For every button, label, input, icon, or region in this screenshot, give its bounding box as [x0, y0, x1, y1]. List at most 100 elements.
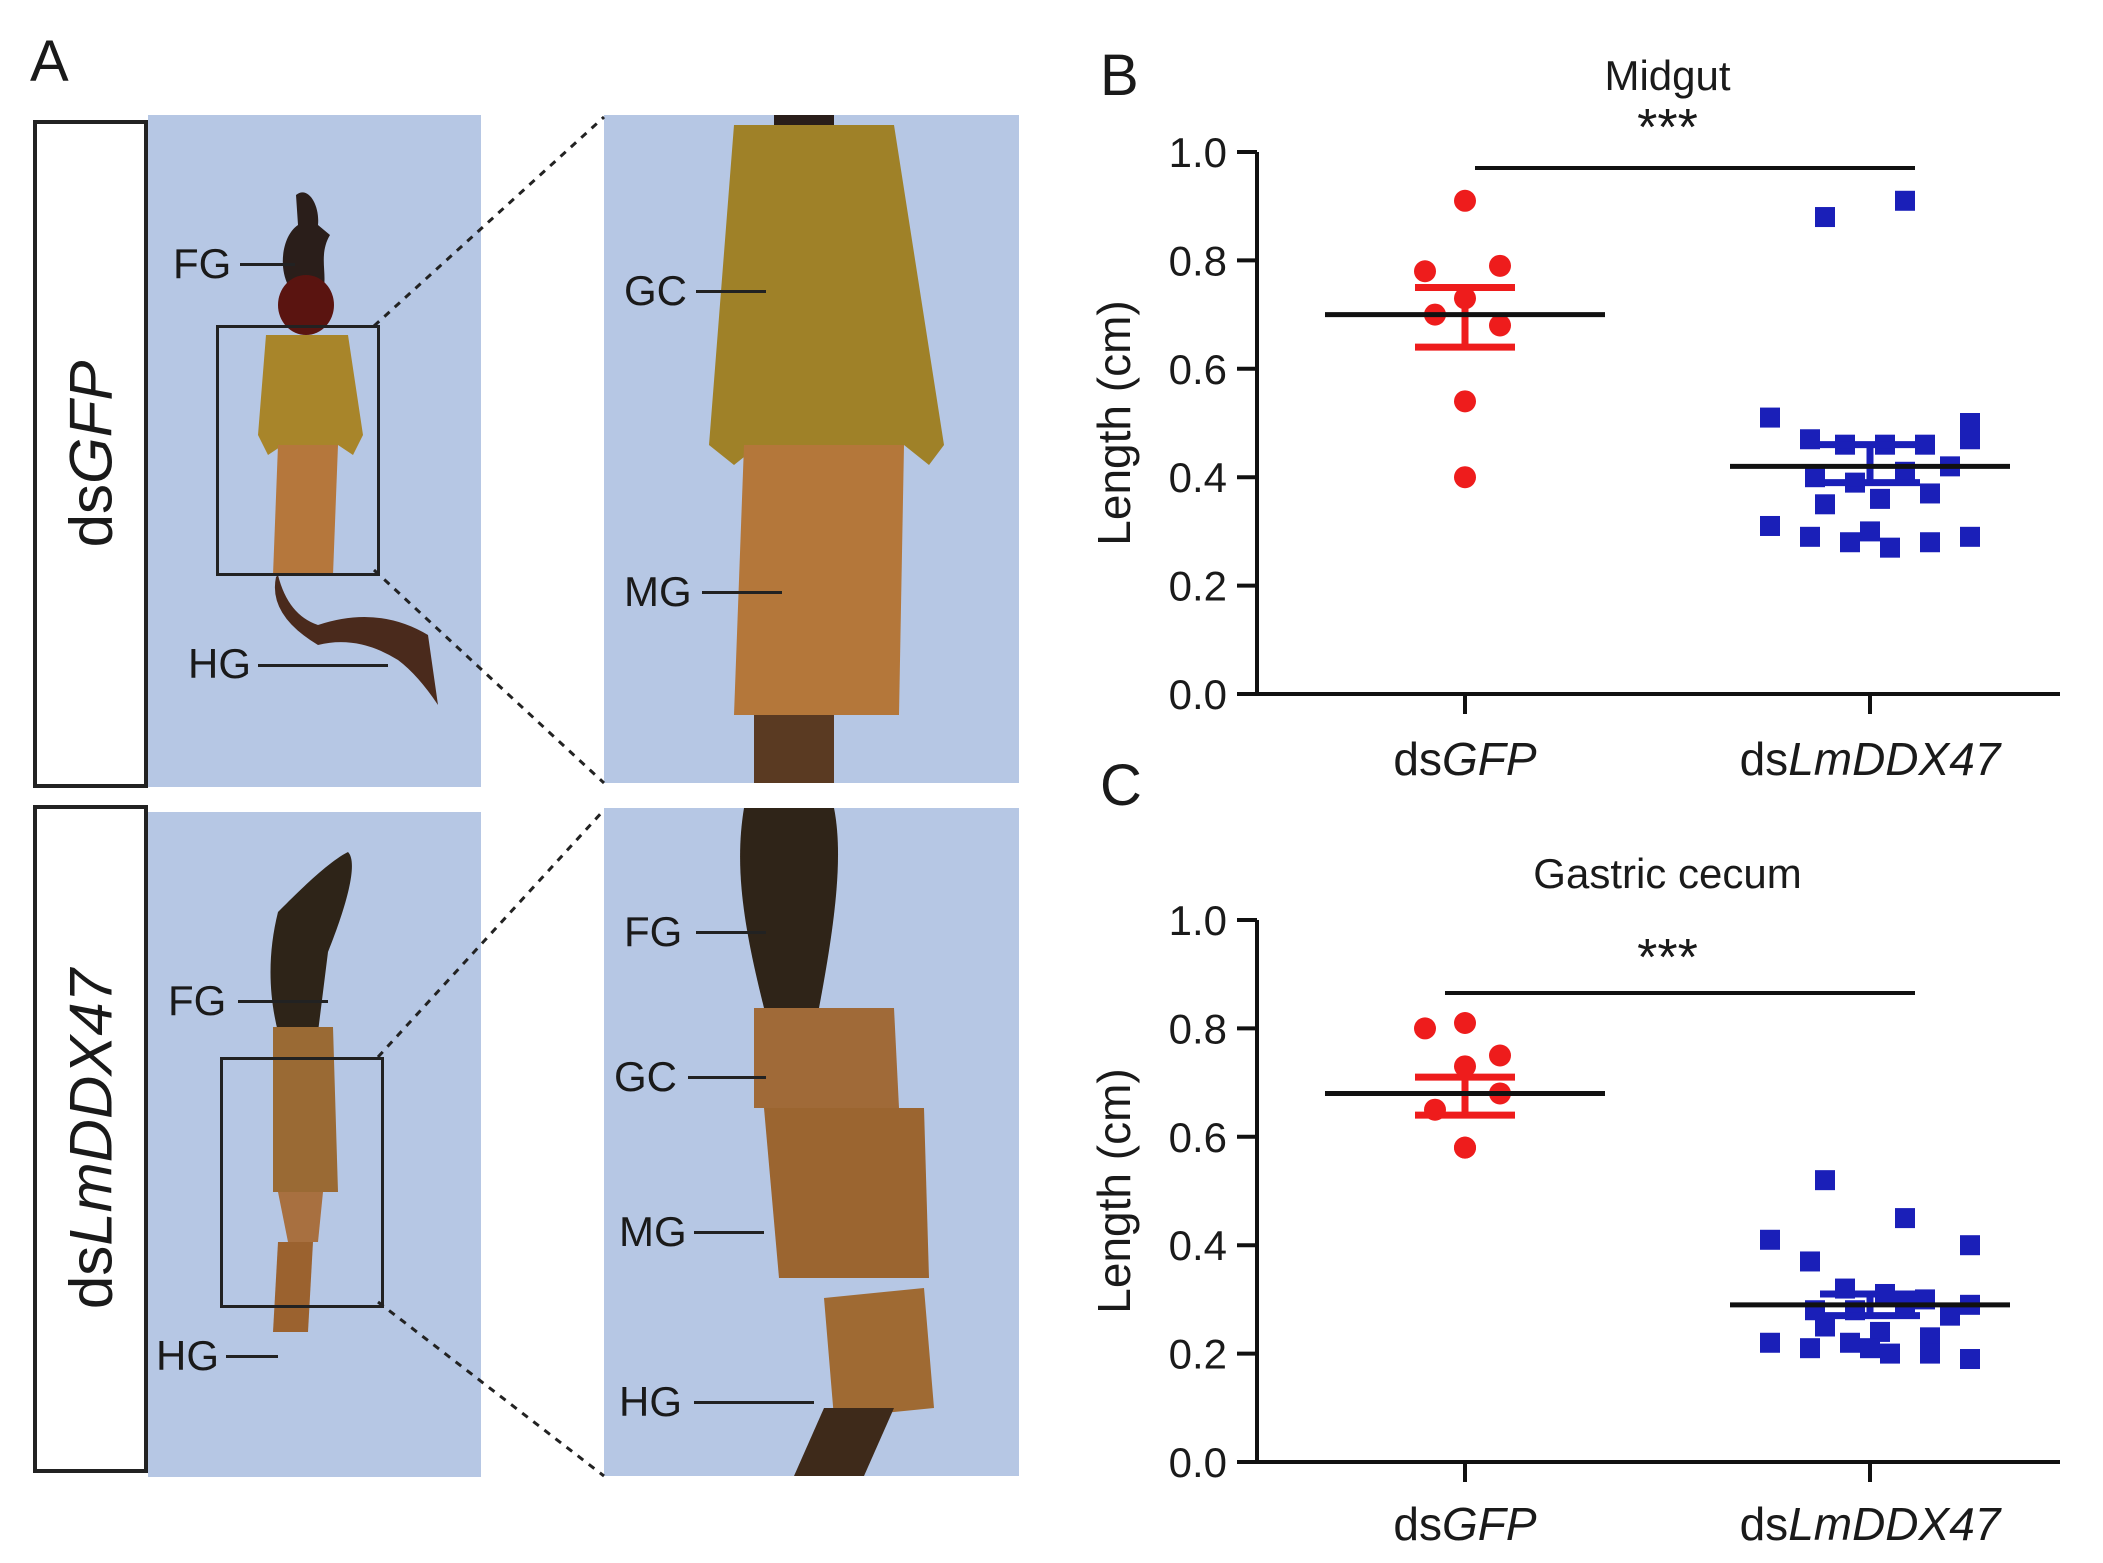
- chart-c-point-dslmddx47: [1870, 1321, 1890, 1342]
- chart-b-point-dslmddx47: [1960, 429, 1980, 450]
- chart-b-point-dslmddx47: [1870, 488, 1890, 509]
- panel-a-letter: A: [30, 29, 69, 94]
- leader-hg-dslmddx47: [226, 1355, 278, 1358]
- leader-mg-dslmddx47-zoom: [694, 1231, 764, 1234]
- gut-dsgfp-overview: [258, 192, 438, 705]
- leader-fg-dslmddx47-zoom: [696, 931, 766, 934]
- chart-b-point-dslmddx47: [1760, 407, 1780, 428]
- chart-c-y-tick-label: 0.4: [1169, 1222, 1227, 1269]
- chart-c-point-dslmddx47: [1940, 1305, 1960, 1326]
- label-fg-dsgfp: FG: [173, 240, 232, 287]
- photo-dslmddx47-zoom: FG GC MG HG: [604, 808, 1019, 1476]
- photo-dslmddx47-overview: FG HG: [148, 812, 481, 1477]
- leader-hg-dslmddx47-zoom: [694, 1401, 814, 1404]
- label-fg-dslmddx47-zoom: FG: [624, 908, 683, 955]
- chart-b-x-label-gfp: dsGFP: [1393, 733, 1536, 785]
- roi-box-dslmddx47: [220, 1057, 384, 1308]
- chart-b-point-dslmddx47: [1960, 413, 1980, 433]
- gut-dslmddx47-zoom: [740, 808, 934, 1476]
- chart-b-point-dslmddx47: [1760, 515, 1780, 536]
- chart-c-y-tick-label: 0.8: [1169, 1005, 1227, 1052]
- chart-b-y-tick-label: 0.2: [1169, 563, 1227, 610]
- chart-c-point-dslmddx47: [1860, 1338, 1880, 1359]
- chart-b-point-dslmddx47: [1815, 207, 1835, 228]
- leader-mg-dsgfp-zoom: [702, 591, 782, 594]
- leader-hg-dsgfp: [258, 664, 388, 667]
- chart-c-title: Gastric cecum: [1533, 850, 1801, 897]
- connector-dslmddx47-bottom: [377, 1300, 605, 1478]
- chart-c-y-tick-label: 0.6: [1169, 1114, 1227, 1161]
- chart-b-point-dslmddx47: [1815, 494, 1835, 515]
- leader-fg-dsgfp: [240, 263, 295, 266]
- chart-c-point-dslmddx47: [1960, 1349, 1980, 1370]
- panel-b-letter: B: [1100, 43, 1139, 108]
- gut-dsgfp-zoom: [709, 115, 944, 783]
- chart-b-title: Midgut: [1604, 52, 1730, 99]
- chart-b-y-tick-label: 0.4: [1169, 454, 1227, 501]
- leader-fg-dslmddx47: [238, 1000, 328, 1003]
- photo-dsgfp-zoom: GC MG: [604, 115, 1019, 783]
- chart-b-point-dsgfp: [1489, 254, 1511, 277]
- chart-c-point-dslmddx47: [1760, 1332, 1780, 1353]
- chart-c-x-label-gfp: dsGFP: [1393, 1498, 1536, 1550]
- leader-gc-dsgfp-zoom: [696, 290, 766, 293]
- chart-c-point-dslmddx47: [1880, 1343, 1900, 1364]
- chart-b-point-dsgfp: [1489, 314, 1511, 337]
- chart-c-point-dsgfp: [1489, 1044, 1511, 1067]
- chart-c-point-dsgfp: [1454, 1136, 1476, 1159]
- chart-b-y-tick-label: 0.6: [1169, 346, 1227, 393]
- chart-c-point-dslmddx47: [1815, 1170, 1835, 1191]
- connector-dsgfp-bottom: [372, 568, 606, 785]
- chart-b-significance-label: ***: [1637, 99, 1698, 157]
- chart-b-point-dslmddx47: [1880, 537, 1900, 558]
- chart-c-significance-label: ***: [1637, 929, 1698, 987]
- chart-c-x-label-lmddx47: dsLmDDX47: [1740, 1498, 2002, 1550]
- chart-c-point-dslmddx47: [1920, 1343, 1940, 1364]
- chart-b-y-tick-label: 0.8: [1169, 237, 1227, 284]
- connector-dsgfp-top: [372, 115, 606, 328]
- chart-b-x-label-lmddx47: dsLmDDX47: [1740, 733, 2002, 785]
- chart-b-point-dsgfp: [1454, 189, 1476, 212]
- chart-b-point-dslmddx47: [1895, 190, 1915, 211]
- chart-c-y-tick-label: 0.0: [1169, 1439, 1227, 1486]
- chart-c-y-label: Length (cm): [1088, 1068, 1140, 1313]
- chart-b-point-dslmddx47: [1800, 429, 1820, 450]
- chart-c-point-dslmddx47: [1960, 1235, 1980, 1256]
- chart-b-point-dsgfp: [1414, 260, 1436, 283]
- roi-box-dsgfp: [216, 325, 380, 576]
- panel-c-letter: C: [1100, 753, 1142, 818]
- leader-gc-dslmddx47-zoom: [688, 1076, 766, 1079]
- label-gc-dslmddx47-zoom: GC: [614, 1053, 677, 1100]
- chart-b-y-tick-label: 0.0: [1169, 671, 1227, 718]
- row-label-box-dsgfp: dsGFP: [33, 120, 148, 788]
- chart-c-point-dsgfp: [1414, 1017, 1436, 1040]
- chart-c-y-tick-label: 0.2: [1169, 1331, 1227, 1378]
- label-mg-dslmddx47-zoom: MG: [619, 1208, 687, 1255]
- chart-c-point-dsgfp: [1454, 1011, 1476, 1034]
- chart-c-point-dslmddx47: [1760, 1229, 1780, 1250]
- chart-c-point-dslmddx47: [1815, 1316, 1835, 1337]
- photo-dsgfp-overview: FG HG: [148, 115, 481, 787]
- label-hg-dslmddx47: HG: [156, 1332, 219, 1379]
- chart-b-y-label: Length (cm): [1088, 300, 1140, 545]
- chart-b-point-dsgfp: [1454, 466, 1476, 489]
- label-gc-dsgfp-zoom: GC: [624, 267, 687, 314]
- chart-c-point-dslmddx47: [1840, 1332, 1860, 1353]
- chart-c-point-dslmddx47: [1800, 1251, 1820, 1272]
- chart-b-point-dslmddx47: [1960, 526, 1980, 547]
- label-hg-dslmddx47-zoom: HG: [619, 1378, 682, 1425]
- chart-b-point-dslmddx47: [1800, 526, 1820, 547]
- row-label-box-dslmddx47: dsLmDDX47: [33, 805, 148, 1473]
- chart-c-y-tick-label: 1.0: [1169, 897, 1227, 944]
- label-fg-dslmddx47: FG: [168, 977, 227, 1024]
- chart-c-point-dsgfp: [1454, 1055, 1476, 1078]
- chart-c-point-dslmddx47: [1895, 1208, 1915, 1229]
- chart-b-point-dslmddx47: [1920, 532, 1940, 553]
- chart-b-point-dsgfp: [1454, 390, 1476, 413]
- chart-b-y-tick-label: 1.0: [1169, 129, 1227, 176]
- label-mg-dsgfp-zoom: MG: [624, 568, 692, 615]
- chart-b-point-dslmddx47: [1860, 521, 1880, 542]
- chart-c-point-dslmddx47: [1920, 1327, 1940, 1348]
